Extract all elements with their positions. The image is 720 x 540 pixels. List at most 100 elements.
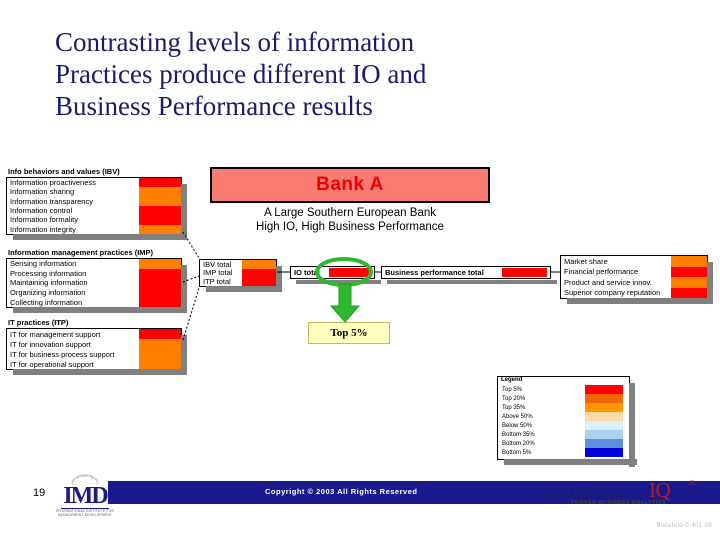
- page-title: Contrasting levels of information Practi…: [55, 26, 575, 122]
- legend-item: Top 5%: [498, 385, 629, 394]
- panel-bar-group: [139, 178, 181, 234]
- row-label: Collecting information: [10, 297, 83, 307]
- score-bar: [242, 277, 276, 286]
- title-line-2: Practices produce different IO and: [55, 59, 427, 89]
- score-bar: [139, 287, 181, 298]
- panel-header-imp: Information management practices (IMP): [8, 248, 154, 257]
- legend-swatch: [585, 448, 623, 457]
- legend-swatch: [585, 412, 623, 421]
- business-performance-total-label: Business performance total: [385, 268, 484, 277]
- slide-number: 19: [33, 487, 46, 499]
- legend-label: Top 5%: [502, 386, 523, 393]
- panel-header-ibv: Info behaviors and values (IBV): [8, 167, 120, 176]
- panel-shadow: [13, 307, 187, 313]
- score-bar: [242, 268, 276, 278]
- panel-shadow: [567, 298, 713, 304]
- io-total-label: IO total: [294, 268, 320, 277]
- io-total-shadow: [296, 280, 381, 284]
- legend-swatch: [585, 403, 623, 412]
- score-bar: [139, 329, 181, 339]
- score-bar: [139, 187, 181, 197]
- legend-label: Bottom 5%: [502, 449, 532, 456]
- company-subtitle-line-1: A Large Southern European Bank: [264, 207, 436, 219]
- panel-bar-group: [242, 260, 276, 286]
- registered-trademark-icon: ®: [689, 479, 695, 488]
- score-bar: [671, 266, 707, 277]
- panel-row-list: Sensing information Processing informati…: [7, 259, 181, 307]
- panel-row-list: Information proactiveness Information sh…: [7, 178, 181, 234]
- score-bar: [139, 224, 181, 234]
- row-label: IMP total: [203, 268, 233, 278]
- list-item: IBV total: [200, 260, 276, 269]
- list-item: Organizing information: [7, 288, 181, 298]
- row-label: Organizing information: [10, 288, 86, 298]
- list-item: IT for business process support: [7, 349, 181, 359]
- row-label: Maintaining information: [10, 278, 88, 288]
- score-bar: [242, 260, 276, 269]
- score-bar: [139, 297, 181, 307]
- legend-item: Bottom 20%: [498, 439, 629, 448]
- panel-shadow: [13, 234, 187, 240]
- row-label: Information control: [10, 206, 73, 216]
- list-item: Financial performance: [561, 267, 707, 278]
- row-label: IBV total: [203, 259, 232, 269]
- list-item: Information proactiveness: [7, 178, 181, 187]
- list-item: IT for management support: [7, 329, 181, 339]
- row-label: Superior company reputation: [564, 288, 661, 298]
- panel-shadow: [181, 265, 187, 313]
- row-label: Information integrity: [10, 224, 76, 234]
- business-performance-total-bar: [502, 268, 547, 277]
- title-line-1: Contrasting levels of information: [55, 27, 415, 57]
- legend-title: Legend: [501, 377, 523, 383]
- row-label: Information sharing: [10, 187, 75, 197]
- score-bar: [139, 215, 181, 225]
- row-label: Sensing information: [10, 259, 77, 269]
- legend-label: Below 50%: [502, 422, 533, 429]
- row-label: ITP total: [203, 277, 231, 287]
- enterpriseiq-logo: enterprise IQ ® PROVEN BUSINESS ANALYTIC…: [545, 478, 710, 506]
- legend-swatch: [585, 385, 623, 394]
- footer-copyright: Copyright © 2003 All Rights Reserved: [265, 487, 418, 496]
- panel-shadow: [181, 335, 187, 375]
- list-item: Information integrity: [7, 225, 181, 234]
- list-item: Information transparency: [7, 197, 181, 206]
- panel-shadow: [276, 266, 282, 292]
- legend-label: Bottom 20%: [502, 440, 535, 447]
- list-item: Sensing information: [7, 259, 181, 269]
- company-name: Bank A: [316, 174, 384, 195]
- score-bar: [139, 359, 181, 369]
- list-item: Information control: [7, 206, 181, 215]
- company-subtitle-line-2: High IO, High Business Performance: [256, 221, 444, 233]
- business-performance-total-box: Business performance total: [381, 266, 551, 279]
- row-label: Product and service innov.: [564, 277, 652, 287]
- list-item: Collecting information: [7, 297, 181, 307]
- panel-row-list: Market share Financial performance Produ…: [561, 256, 707, 298]
- list-item: Information sharing: [7, 187, 181, 196]
- legend-item: Top 35%: [498, 403, 629, 412]
- laurel-icon: [71, 474, 99, 485]
- imd-logo-rule: [61, 508, 109, 509]
- list-item: Superior company reputation: [561, 288, 707, 299]
- panel-shadow: [13, 369, 187, 375]
- enterpriseiq-word: enterprise: [545, 478, 624, 502]
- row-label: Market share: [564, 256, 608, 266]
- list-item: Market share: [561, 256, 707, 267]
- row-label: IT for management support: [10, 329, 101, 339]
- callout-top-5-percent: Top 5%: [308, 322, 390, 344]
- panel-info-behaviors-values: Information proactiveness Information sh…: [6, 177, 187, 240]
- score-bar: [671, 287, 707, 298]
- io-total-box: IO total: [290, 266, 375, 279]
- legend-swatch: [585, 430, 623, 439]
- score-bar: [139, 268, 181, 279]
- list-item: IT for operational support: [7, 359, 181, 369]
- score-bar: [671, 277, 707, 288]
- legend-item: Above 50%: [498, 412, 629, 421]
- legend-swatch: [585, 394, 623, 403]
- panel-row-list: IT for management support IT for innovat…: [7, 329, 181, 369]
- row-label: Information proactiveness: [10, 178, 96, 188]
- company-header-box: Bank A: [210, 167, 490, 203]
- legend-swatch: [585, 439, 623, 448]
- legend-item: Bottom 5%: [498, 448, 629, 457]
- list-item: IMP total: [200, 268, 276, 278]
- panel-row-list: IBV total IMP total ITP total: [200, 260, 276, 286]
